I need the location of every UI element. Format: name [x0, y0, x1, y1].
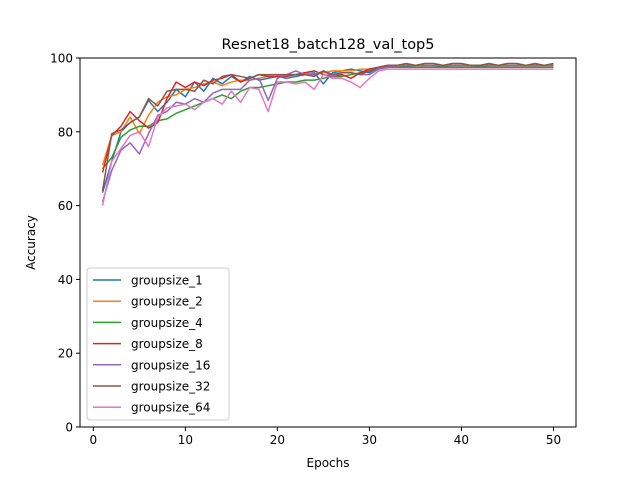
- y-tick-label: 20: [58, 347, 73, 361]
- series-line-groupsize_32: [101, 62, 554, 191]
- series-line-groupsize_16: [101, 64, 554, 203]
- y-tick-label: 100: [50, 52, 73, 66]
- legend-label: groupsize_1: [131, 274, 203, 288]
- legend-label: groupsize_4: [131, 316, 203, 330]
- legend-box: [86, 267, 230, 421]
- legend-label: groupsize_2: [131, 295, 203, 309]
- y-tick-label: 80: [58, 125, 73, 139]
- legend-label: groupsize_32: [131, 380, 210, 394]
- series-line-groupsize_1: [101, 64, 554, 193]
- legend: groupsize_1 groupsize_2 groupsize_4groupsi…: [86, 267, 230, 421]
- legend-item: groupsize_1: [93, 274, 203, 288]
- y-tick-label: 60: [58, 199, 73, 213]
- x-tick-label: 30: [362, 433, 377, 447]
- y-axis: 0 20 40 60 80 100: [50, 52, 80, 435]
- legend-item: groupsize_16: [93, 358, 210, 372]
- x-tick-label: 0: [90, 433, 98, 447]
- x-tick-label: 40: [454, 433, 469, 447]
- chart-title: Resnet18_batch128_val_top5: [222, 37, 435, 53]
- plot-lines: [101, 62, 554, 206]
- series-line-groupsize_4: [101, 66, 554, 170]
- legend-item: groupsize_64: [93, 401, 210, 415]
- x-tick-label: 10: [178, 433, 193, 447]
- legend-item: groupsize_2: [93, 295, 203, 309]
- x-axis-label: Epochs: [307, 456, 350, 470]
- x-axis: 0 10 20 30 40 50: [90, 427, 561, 447]
- x-tick-label: 20: [270, 433, 285, 447]
- y-axis-label: Accuracy: [24, 215, 38, 270]
- series-line-groupsize_8: [101, 64, 554, 173]
- series-line-groupsize_2: [101, 64, 554, 166]
- legend-label: groupsize_16: [131, 358, 210, 372]
- legend-item: groupsize_4: [93, 316, 203, 330]
- legend-label: groupsize_8: [131, 337, 203, 351]
- x-tick-label: 50: [546, 433, 561, 447]
- plot-frame: [79, 57, 577, 428]
- legend-item: groupsize_32: [93, 380, 210, 394]
- legend-label: groupsize_64: [131, 401, 210, 415]
- y-tick-label: 0: [65, 421, 73, 435]
- y-tick-label: 40: [58, 273, 73, 287]
- series-line-groupsize_64: [101, 68, 554, 206]
- legend-item: groupsize_8: [93, 337, 203, 351]
